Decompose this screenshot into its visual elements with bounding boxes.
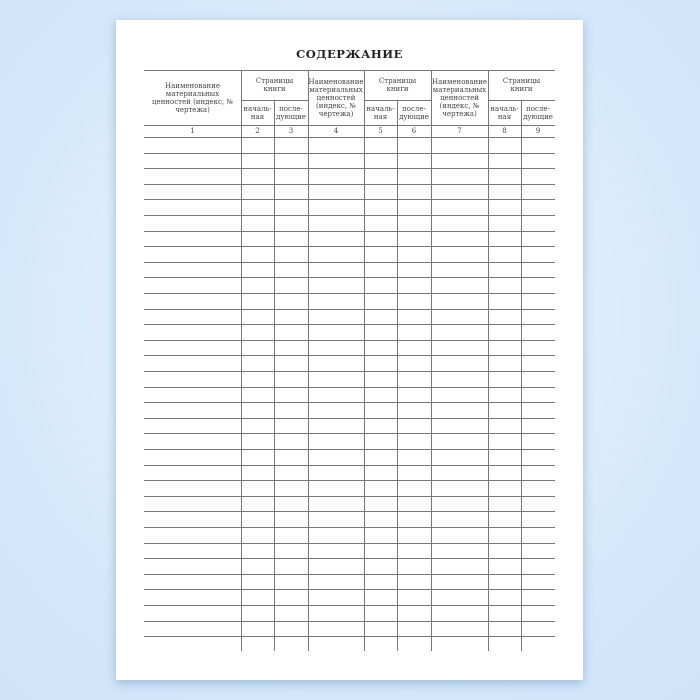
table-row-line (144, 215, 555, 216)
column-divider (241, 70, 242, 652)
column-header-pages: Страницы книги (502, 77, 541, 93)
column-number: 4 (333, 127, 339, 135)
column-number: 8 (502, 127, 507, 135)
column-divider (431, 70, 432, 652)
table-row-line (144, 574, 555, 575)
table-row-line (144, 262, 555, 263)
column-number: 2 (255, 127, 260, 135)
header-bottom-border (144, 125, 555, 126)
table-row-line (144, 309, 555, 310)
table-row-line (144, 527, 555, 528)
column-divider (308, 70, 309, 652)
table-row-line (144, 465, 555, 466)
column-divider (488, 70, 489, 652)
column-number: 3 (288, 127, 294, 135)
column-divider (397, 100, 398, 652)
column-header-pages: Страницы книги (255, 77, 294, 93)
column-header-name: Наименование материальных ценностей (инд… (152, 81, 233, 114)
column-divider (521, 100, 522, 652)
table-row-line (144, 293, 555, 294)
table-top-border (144, 70, 555, 71)
column-divider (274, 100, 275, 652)
table-row-line (144, 433, 555, 434)
column-header-next-pages: после-дующие (399, 104, 429, 121)
table-row-line (144, 231, 555, 232)
table-row-line (144, 480, 555, 481)
column-header-first-page: началь-ная (243, 104, 272, 121)
table-row-line (144, 277, 555, 278)
page-title: СОДЕРЖАНИЕ (296, 47, 403, 61)
table-row-line (144, 355, 555, 356)
table-row-line (144, 543, 555, 544)
column-header-first-page: началь-ная (490, 104, 519, 121)
table-row-line (144, 246, 555, 247)
column-header-next-pages: после-дующие (276, 104, 306, 121)
table-row-line (144, 589, 555, 590)
table-row-line (144, 184, 555, 185)
table-row-line (144, 605, 555, 606)
table-row-line (144, 418, 555, 419)
table-row-line (144, 496, 555, 497)
document-page: СОДЕРЖАНИЕ Наименование материальных цен… (116, 20, 583, 680)
column-header-pages: Страницы книги (378, 77, 417, 93)
table-row-line (144, 324, 555, 325)
column-number: 5 (378, 127, 383, 135)
table-row-line (144, 137, 555, 138)
table-row-line (144, 558, 555, 559)
table-row-line (144, 199, 555, 200)
table-row-line (144, 402, 555, 403)
column-header-next-pages: после-дующие (523, 104, 553, 121)
column-header-first-page: началь-ная (366, 104, 395, 121)
table-row-line (144, 621, 555, 622)
table-row-line (144, 511, 555, 512)
table-row-line (144, 371, 555, 372)
column-number: 7 (457, 127, 462, 135)
table-row-line (144, 168, 555, 169)
table-row-line (144, 636, 555, 637)
column-header-name: Наименование материальных ценностей (инд… (308, 77, 364, 118)
table-row-line (144, 387, 555, 388)
table-row-line (144, 340, 555, 341)
column-number: 1 (190, 127, 195, 135)
column-divider (364, 70, 365, 652)
column-number: 6 (411, 127, 417, 135)
column-header-name: Наименование материальных ценностей (инд… (432, 77, 487, 118)
table-row-line (144, 449, 555, 450)
table-row-line (144, 153, 555, 154)
column-number: 9 (535, 127, 541, 135)
